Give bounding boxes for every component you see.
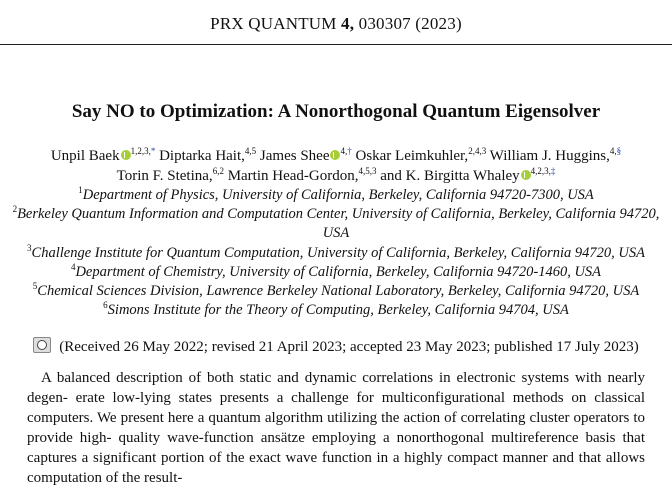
article-number: 030307 — [358, 14, 411, 33]
affiliation-continuation: USA — [322, 225, 350, 242]
author-name: James Shee — [259, 148, 330, 164]
abstract-text: A balanced description of both static an… — [27, 370, 646, 486]
journal-year: (2023) — [415, 14, 462, 33]
header-rule — [0, 44, 672, 45]
author-name: Unpil Baek — [50, 148, 120, 164]
footnote-link[interactable]: † — [347, 146, 352, 156]
affiliation-list: 1Department of Physics, University of Ca… — [0, 186, 672, 320]
affiliation: 4Department of Chemistry, University of … — [70, 261, 602, 280]
affiliation: 5Chemical Sciences Division, Lawrence Be… — [32, 281, 640, 300]
journal-header: PRX QUANTUM 4, 030307 (2023) — [0, 14, 672, 34]
publication-history: (Received 26 May 2022; revised 21 April … — [0, 337, 672, 356]
footnote-link[interactable]: ‡ — [550, 166, 556, 176]
author-name: Martin Head-Gordon, — [227, 168, 359, 184]
author-list: Unpil Baek 1,2,3,* Diptarka Hait,4,5 Jame… — [0, 146, 672, 186]
author-line-2: Torin F. Stetina,6,2 Martin Head-Gordon,… — [116, 166, 556, 185]
footnote-link[interactable]: * — [150, 146, 156, 156]
affiliation: 3Challenge Institute for Quantum Computa… — [27, 242, 645, 261]
orcid-icon[interactable] — [120, 150, 131, 160]
author-name: and K. Birgitta Whaley — [380, 168, 520, 184]
orcid-icon[interactable] — [330, 150, 341, 160]
orcid-icon[interactable] — [520, 170, 531, 180]
author-line-1: Unpil Baek 1,2,3,* Diptarka Hait,4,5 Jame… — [50, 146, 622, 165]
author-name: Oskar Leimkuhler, — [355, 148, 469, 164]
footnote-link[interactable]: § — [616, 146, 622, 156]
paper-title: Say NO to Optimization: A Nonorthogonal … — [71, 101, 601, 122]
affiliation: 6Simons Institute for the Theory of Comp… — [103, 300, 569, 319]
journal-name: PRX QUANTUM — [210, 14, 337, 33]
affiliation: 2Berkeley Quantum Information and Comput… — [12, 204, 660, 223]
abstract: A balanced description of both static an… — [27, 368, 645, 488]
received-dates: (Received 26 May 2022; revised 21 April … — [59, 339, 639, 355]
author-name: William J. Huggins, — [489, 148, 610, 164]
author-name: Torin F. Stetina, — [116, 168, 213, 184]
author-name: Diptarka Hait, — [159, 148, 245, 164]
journal-volume: 4, — [341, 14, 355, 33]
open-access-icon[interactable] — [33, 337, 52, 353]
affiliation: 1Department of Physics, University of Ca… — [78, 185, 594, 204]
